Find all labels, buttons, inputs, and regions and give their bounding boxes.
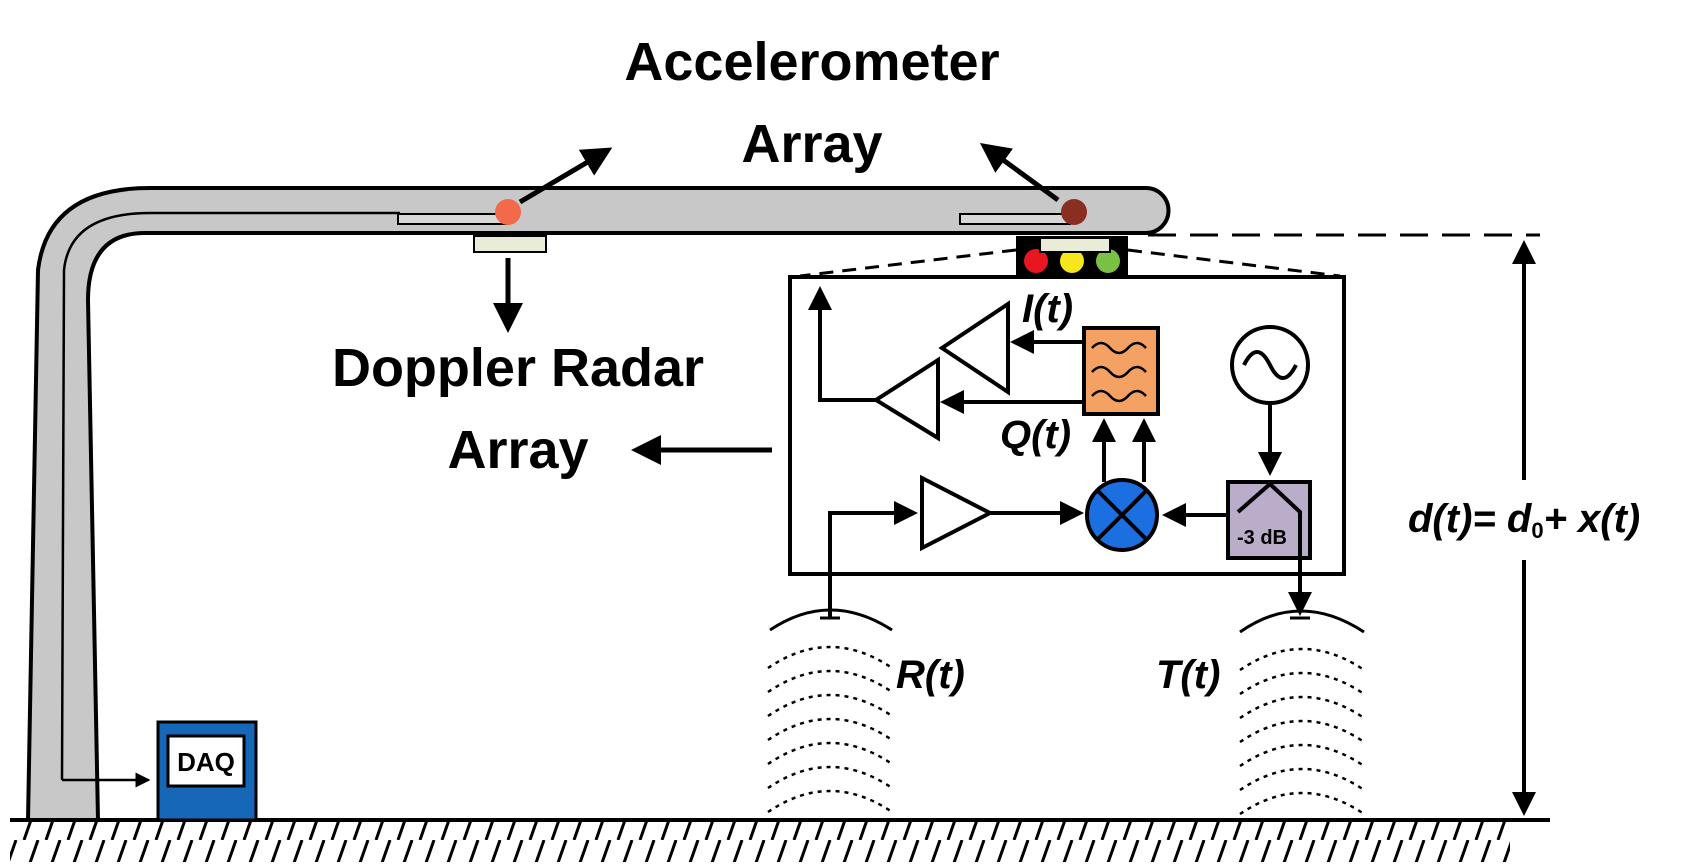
- wavefront-arc: [1239, 743, 1365, 768]
- daq-box: DAQ: [156, 720, 258, 822]
- wavefront-arc: [767, 741, 893, 766]
- zoom-line-right: [1127, 248, 1341, 278]
- i-signal-label: I(t): [1022, 287, 1073, 331]
- wavefront-arc: [1239, 767, 1365, 792]
- output-wire: [808, 286, 876, 402]
- ground: [10, 818, 1550, 862]
- filter-icon: [1082, 326, 1160, 416]
- doppler-label-line1: Doppler Radar: [332, 338, 704, 398]
- t-signal-label: T(t): [1156, 653, 1220, 697]
- accelerometer-label-line2: Array: [741, 114, 882, 174]
- mixer-icon: [1085, 478, 1159, 552]
- distance-equation: d(t)= d0+ x(t): [1408, 497, 1640, 543]
- radar-pad-left: [473, 235, 547, 253]
- antenna-icon: [769, 608, 1365, 634]
- q-signal-label: Q(t): [1000, 413, 1071, 457]
- distance-rhs: + x(t): [1544, 497, 1641, 541]
- doppler-label-line2: Array: [447, 420, 588, 480]
- r-signal-label: R(t): [896, 653, 965, 697]
- wavefront-arc: [767, 645, 893, 670]
- led-yellow: [1060, 249, 1084, 273]
- accelerometer-sensor-right: [1061, 199, 1087, 225]
- wavefront-arc: [1239, 671, 1365, 696]
- radar-module-right: [1016, 236, 1128, 276]
- transmit-wavefronts: [1239, 647, 1365, 816]
- wavefront-arc: [1239, 695, 1365, 720]
- distance-lhs: d(t)= d: [1408, 497, 1533, 541]
- led-green: [1096, 249, 1120, 273]
- wavefront-arc: [1239, 719, 1365, 744]
- amplifier-icon: [872, 356, 940, 442]
- wavefront-arc: [1239, 647, 1365, 672]
- arrow-accelerometer-right: [979, 143, 1060, 203]
- distance-subscript: 0: [1531, 518, 1543, 543]
- receive-wavefronts: [767, 645, 893, 814]
- wavefront-arc: [767, 717, 893, 742]
- zoom-line-left: [799, 248, 1017, 278]
- oscillator-icon: [1230, 325, 1310, 405]
- accelerometer-label-line1: Accelerometer: [624, 32, 999, 92]
- amplifier-icon: [920, 474, 995, 552]
- wavefront-arc: [767, 693, 893, 718]
- wavefront-arc: [1239, 791, 1365, 816]
- wavefront-arc: [767, 765, 893, 790]
- attenuator-block: -3 dB: [1226, 480, 1312, 560]
- attenuator-label: -3 dB: [1237, 527, 1287, 549]
- wavefront-arc: [767, 789, 893, 814]
- daq-label: DAQ: [177, 747, 235, 777]
- amplifier-icon: [938, 300, 1010, 396]
- led-red: [1024, 249, 1048, 273]
- arrow-accelerometer-left: [518, 147, 613, 205]
- wavefront-arc: [767, 669, 893, 694]
- support-beam: [25, 186, 1171, 822]
- accelerometer-sensor-left: [495, 199, 521, 225]
